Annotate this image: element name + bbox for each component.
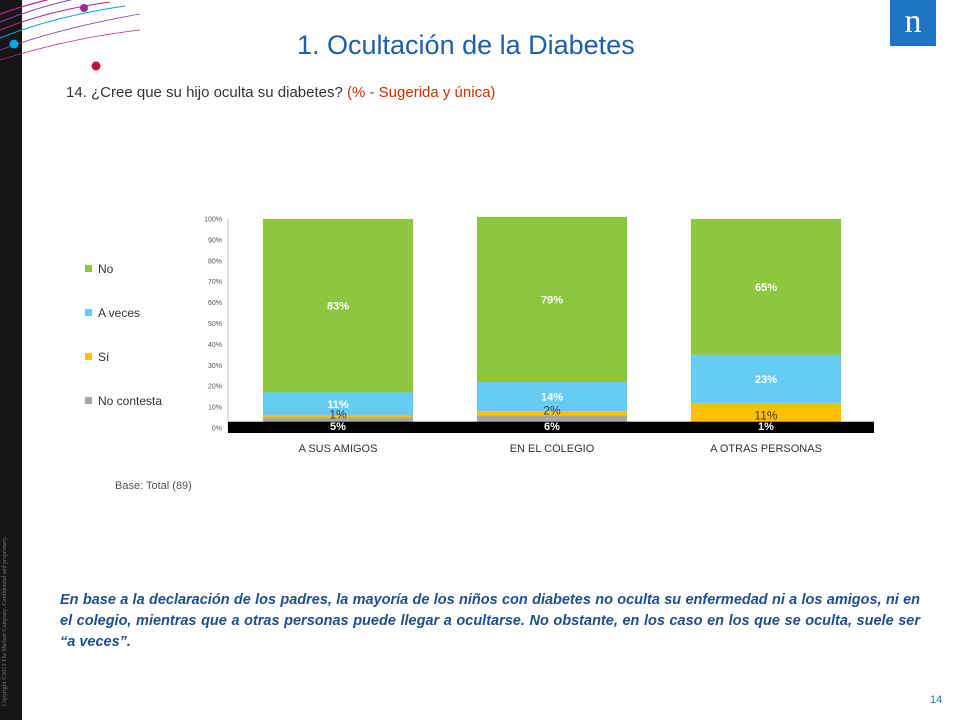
x-category-label: EN EL COLEGIO bbox=[510, 443, 595, 455]
question-note: (% - Sugerida y única) bbox=[347, 84, 496, 101]
data-label: 11% bbox=[327, 399, 349, 411]
bar-segment bbox=[691, 402, 841, 426]
data-label: 14% bbox=[541, 392, 563, 404]
data-label: 5% bbox=[330, 421, 346, 433]
y-tick-label: 70% bbox=[208, 279, 222, 286]
question-main: 14. ¿Cree que su hijo oculta su diabetes… bbox=[66, 84, 343, 101]
legend-swatch-si bbox=[85, 353, 92, 360]
data-label: 11% bbox=[754, 408, 777, 422]
legend-swatch-no bbox=[85, 265, 92, 272]
y-tick-label: 10% bbox=[208, 405, 222, 412]
data-label: 79% bbox=[541, 294, 563, 306]
legend-item-a-veces: A veces bbox=[85, 306, 140, 320]
legend-item-no-contesta: No contesta bbox=[85, 394, 162, 408]
legend-label-si: Sí bbox=[98, 350, 110, 364]
left-sidebar-strip bbox=[0, 0, 22, 720]
bar-segment bbox=[263, 219, 413, 393]
legend-item-si: Sí bbox=[85, 350, 109, 364]
data-label: 6% bbox=[544, 421, 560, 433]
baseline-band bbox=[228, 421, 874, 433]
legend-label-a-veces: A veces bbox=[98, 306, 141, 320]
x-category-label: A OTRAS PERSONAS bbox=[710, 443, 822, 455]
legend-swatch-a-veces bbox=[85, 309, 92, 316]
nielsen-logo: n bbox=[890, 0, 936, 46]
data-label: 1% bbox=[758, 421, 774, 433]
bar-segment bbox=[477, 216, 627, 383]
bar-segment bbox=[263, 392, 413, 416]
y-tick-label: 40% bbox=[208, 342, 222, 349]
y-tick-label: 90% bbox=[208, 237, 222, 244]
y-tick-label: 100% bbox=[204, 217, 222, 224]
decorative-arcs bbox=[0, 0, 140, 71]
page-title: 1. Ocultación de la Diabetes bbox=[297, 30, 635, 60]
x-category-label: A SUS AMIGOS bbox=[299, 443, 378, 455]
data-label: 23% bbox=[755, 374, 777, 386]
legend-label-no: No bbox=[98, 262, 114, 276]
bar-segment bbox=[691, 219, 841, 355]
y-tick-label: 60% bbox=[208, 300, 222, 307]
legend-label-no-contesta: No contesta bbox=[98, 394, 163, 408]
data-label: 2% bbox=[543, 403, 561, 417]
question-text: 14. ¿Cree que su hijo oculta su diabetes… bbox=[66, 84, 495, 101]
data-label: 83% bbox=[327, 301, 349, 313]
legend-swatch-no-contesta bbox=[85, 397, 92, 404]
bar-segment bbox=[477, 382, 627, 412]
bar-segment bbox=[477, 411, 627, 416]
y-tick-label: 0% bbox=[212, 426, 222, 433]
page-number: 14 bbox=[930, 694, 943, 706]
y-tick-label: 80% bbox=[208, 258, 222, 265]
y-tick-label: 30% bbox=[208, 363, 222, 370]
summary-text: En base a la declaración de los padres, … bbox=[60, 592, 920, 650]
legend-item-no: No bbox=[85, 262, 113, 276]
bar-segment bbox=[263, 415, 413, 418]
bar-segment bbox=[691, 354, 841, 403]
y-tick-label: 50% bbox=[208, 321, 222, 328]
base-note: Base: Total (89) bbox=[115, 480, 192, 492]
data-label: 65% bbox=[755, 282, 777, 294]
data-label: 1% bbox=[329, 407, 347, 421]
y-tick-label: 20% bbox=[208, 384, 222, 391]
